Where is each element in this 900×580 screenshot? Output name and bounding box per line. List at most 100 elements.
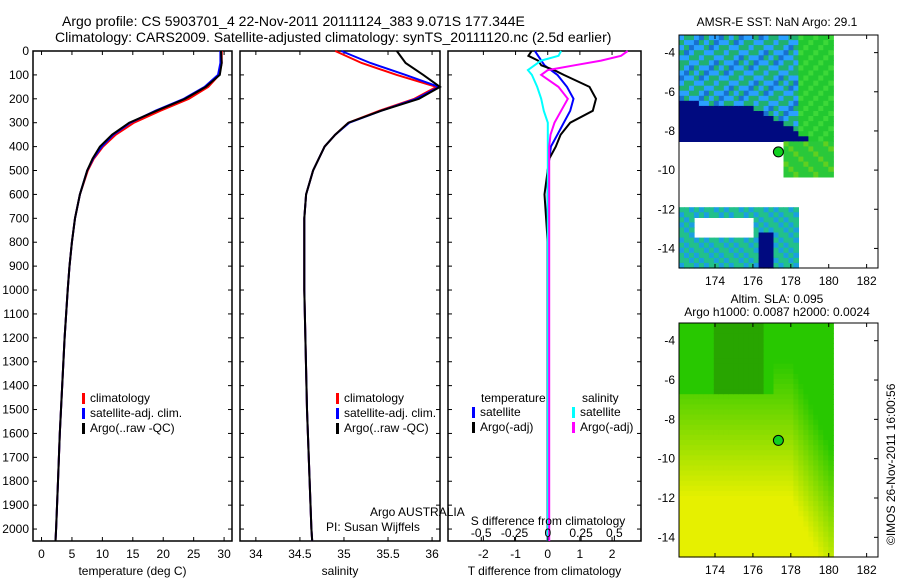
map-cell	[703, 55, 710, 61]
map-cell	[773, 90, 780, 97]
map-cell	[763, 536, 770, 543]
map-cell	[698, 363, 705, 370]
map-cell	[783, 496, 790, 502]
map-cell	[753, 232, 760, 239]
map-cell	[763, 85, 770, 92]
map-cell	[733, 373, 740, 380]
map-cell	[733, 480, 740, 487]
map-cell	[763, 429, 770, 436]
map-cell	[679, 55, 685, 61]
map-cell	[758, 50, 765, 56]
map-cell	[689, 35, 695, 41]
map-cell	[813, 40, 819, 46]
map-cell	[823, 363, 829, 370]
map-cell	[743, 419, 750, 426]
map-cell	[708, 511, 715, 517]
x-axis-label: temperature (deg C)	[78, 564, 186, 578]
map-cell	[768, 105, 775, 112]
map-cell	[689, 237, 695, 244]
map-cell	[743, 252, 750, 259]
map-cell	[728, 90, 735, 97]
map-cell	[733, 419, 740, 426]
map-cell	[803, 480, 809, 487]
map-cell	[818, 333, 824, 339]
map-cell	[679, 424, 685, 431]
map-cell	[798, 490, 804, 497]
map-cell	[738, 450, 745, 456]
map-cell	[808, 409, 814, 416]
map-cell	[698, 237, 705, 244]
map-y-tick-label: -4	[664, 334, 675, 348]
map-cell	[738, 434, 745, 441]
map-cell	[733, 328, 740, 334]
map-cell	[753, 222, 760, 229]
map-cell	[684, 237, 690, 244]
map-cell	[713, 485, 720, 492]
map-cell	[723, 490, 730, 497]
map-cell	[818, 45, 824, 51]
map-cell	[708, 379, 715, 385]
map-cell	[788, 506, 795, 512]
map-cell	[738, 126, 745, 132]
map-cell	[689, 480, 695, 487]
map-cell	[718, 445, 725, 451]
map-cell	[698, 384, 705, 390]
map-cell	[803, 45, 809, 51]
map-cell	[679, 35, 685, 41]
map-cell	[698, 419, 705, 426]
map-cell	[708, 35, 715, 41]
map-cell	[718, 111, 725, 117]
map-cell	[728, 242, 735, 249]
map-cell	[758, 460, 765, 466]
map-cell	[798, 328, 804, 334]
map-cell	[783, 232, 790, 239]
x-tick-label: 30	[217, 547, 231, 561]
map-cell	[828, 85, 834, 92]
map-cell	[733, 237, 740, 244]
map-cell	[743, 465, 750, 472]
map-cell	[773, 348, 780, 355]
map-cell	[743, 460, 750, 466]
map-cell	[728, 207, 735, 213]
map-cell	[679, 252, 685, 259]
panel-frame-differences	[447, 50, 642, 542]
map-cell	[743, 333, 750, 339]
map-cell	[778, 485, 785, 492]
map-cell	[763, 262, 770, 269]
map-cell	[788, 541, 795, 548]
map-cell	[778, 389, 785, 395]
map-cell	[748, 75, 755, 82]
map-cell	[708, 399, 715, 405]
map-cell	[693, 35, 700, 41]
map-cell	[778, 429, 785, 436]
map-cell	[808, 445, 814, 451]
map-cell	[763, 455, 770, 461]
map-cell	[679, 353, 685, 360]
map-cell	[689, 50, 695, 56]
map-cell	[768, 379, 775, 385]
map-cell	[753, 506, 760, 512]
map-cell	[693, 368, 700, 375]
map-cell	[823, 161, 829, 168]
map-cell	[718, 404, 725, 411]
map-cell	[728, 440, 735, 446]
map-cell	[798, 100, 804, 107]
map-cell	[773, 460, 780, 466]
map-cell	[798, 353, 804, 360]
map-cell	[684, 65, 690, 72]
map-cell	[798, 511, 804, 517]
map-cell	[713, 111, 720, 117]
y-tick-label: 1400	[2, 379, 29, 393]
map-cell	[728, 105, 735, 112]
map-cell	[758, 65, 765, 72]
map-cell	[783, 414, 790, 421]
map-cell	[753, 338, 760, 344]
map-cell	[718, 131, 725, 137]
map-cell	[813, 146, 819, 153]
map-cell	[808, 60, 814, 66]
map-cell	[748, 85, 755, 92]
map-cell	[708, 131, 715, 137]
map-cell	[828, 445, 834, 451]
map-cell	[818, 373, 824, 380]
map-cell	[808, 536, 814, 543]
